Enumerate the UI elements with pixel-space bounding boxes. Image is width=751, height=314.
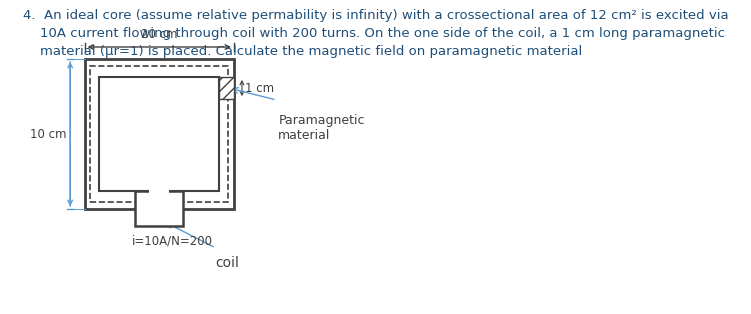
Text: 10 cm: 10 cm: [29, 127, 66, 140]
Text: 4.  An ideal core (assume relative permability is infinity) with a crossectional: 4. An ideal core (assume relative permab…: [23, 9, 728, 58]
Text: 1 cm: 1 cm: [245, 82, 274, 95]
Text: i=10A/N=200: i=10A/N=200: [132, 234, 213, 247]
Bar: [219, 77, 234, 99]
Text: 20 cm: 20 cm: [141, 28, 177, 41]
Bar: [90, 66, 228, 202]
Bar: [99, 77, 219, 191]
Bar: [149, 189, 168, 211]
Bar: [85, 59, 234, 209]
Text: Paramagnetic
material: Paramagnetic material: [279, 114, 365, 142]
Text: coil: coil: [216, 256, 240, 270]
Bar: [134, 191, 183, 226]
